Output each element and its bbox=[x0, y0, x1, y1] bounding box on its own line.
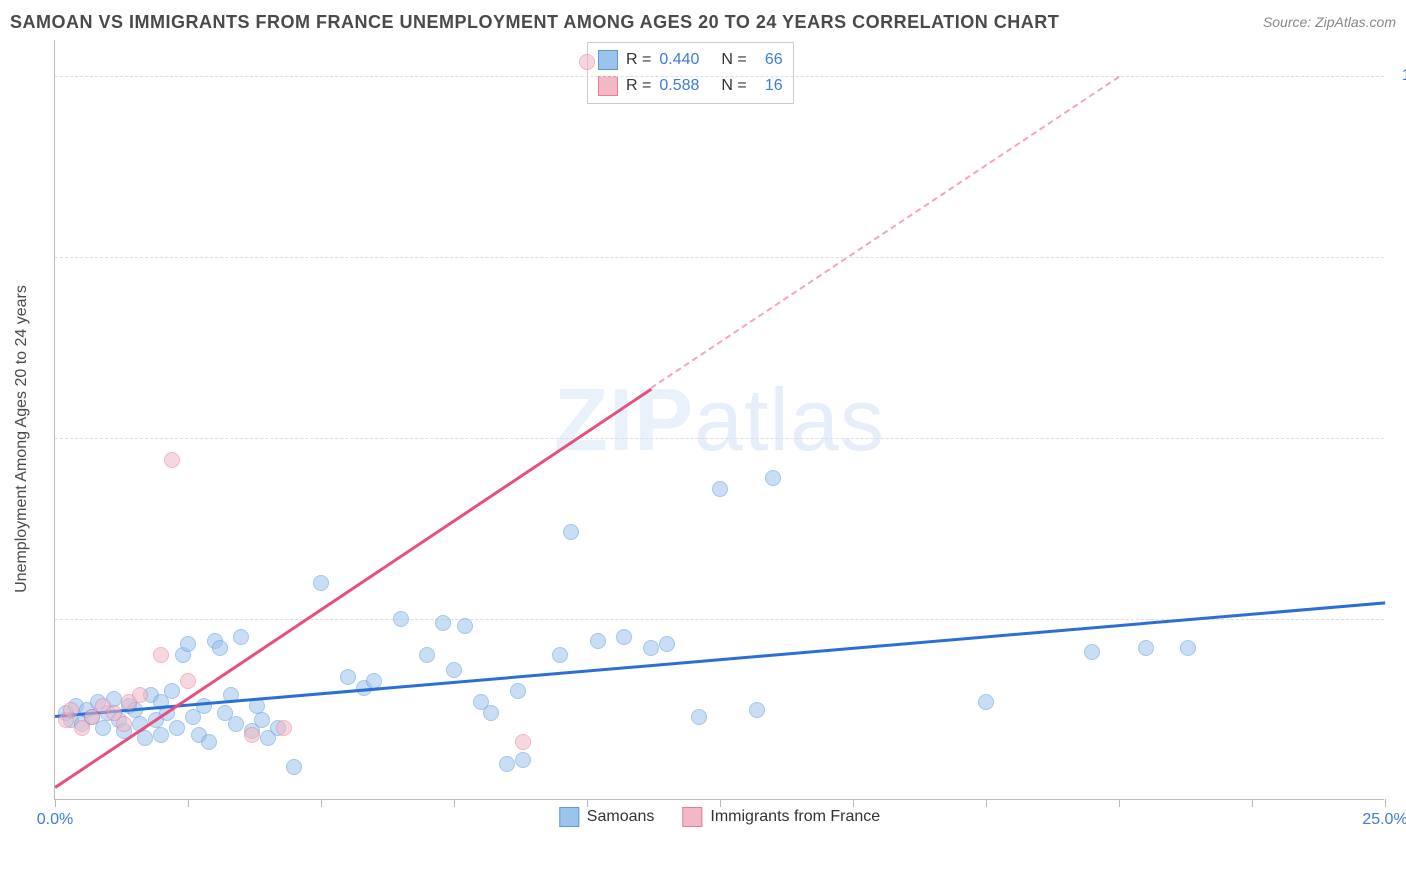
chart-area: Unemployment Among Ages 20 to 24 years Z… bbox=[40, 40, 1390, 820]
watermark-atlas: atlas bbox=[694, 370, 885, 469]
scatter-point bbox=[393, 611, 409, 627]
scatter-point bbox=[579, 54, 595, 70]
scatter-point bbox=[180, 636, 196, 652]
scatter-point bbox=[132, 687, 148, 703]
scatter-point bbox=[457, 618, 473, 634]
legend-swatch bbox=[598, 50, 618, 70]
legend-row: R = 0.440 N = 66 bbox=[598, 47, 783, 73]
series-legend: Samoans Immigrants from France bbox=[559, 807, 880, 827]
scatter-point bbox=[435, 615, 451, 631]
x-tick bbox=[986, 799, 987, 807]
scatter-point bbox=[978, 694, 994, 710]
scatter-point bbox=[499, 756, 515, 772]
legend-swatch bbox=[682, 807, 702, 827]
scatter-point bbox=[1084, 644, 1100, 660]
legend-swatch bbox=[559, 807, 579, 827]
legend-R-value: 0.588 bbox=[659, 77, 713, 95]
scatter-point bbox=[233, 629, 249, 645]
scatter-point bbox=[153, 727, 169, 743]
legend-swatch bbox=[598, 76, 618, 96]
scatter-point bbox=[164, 683, 180, 699]
scatter-point bbox=[590, 633, 606, 649]
scatter-point bbox=[201, 734, 217, 750]
x-tick-label: 25.0% bbox=[1362, 811, 1406, 829]
scatter-point bbox=[1180, 640, 1196, 656]
legend-R-value: 0.440 bbox=[659, 51, 713, 69]
scatter-point bbox=[515, 752, 531, 768]
correlation-legend: R = 0.440 N = 66 R = 0.588 N = 16 bbox=[587, 42, 794, 104]
trend-line bbox=[54, 388, 651, 788]
scatter-point bbox=[276, 720, 292, 736]
x-tick bbox=[1119, 799, 1120, 807]
scatter-point bbox=[515, 734, 531, 750]
x-tick-label: 0.0% bbox=[37, 811, 73, 829]
scatter-point bbox=[180, 673, 196, 689]
scatter-plot: ZIPatlas R =0.440N =66R =0.588N =16 Samo… bbox=[54, 40, 1384, 800]
scatter-point bbox=[765, 470, 781, 486]
scatter-point bbox=[340, 669, 356, 685]
x-tick bbox=[1252, 799, 1253, 807]
scatter-point bbox=[691, 709, 707, 725]
scatter-point bbox=[244, 727, 260, 743]
scatter-point bbox=[749, 702, 765, 718]
scatter-point bbox=[712, 481, 728, 497]
legend-item: Samoans bbox=[559, 807, 655, 827]
title-bar: SAMOAN VS IMMIGRANTS FROM FRANCE UNEMPLO… bbox=[10, 8, 1396, 36]
x-tick bbox=[1385, 799, 1386, 807]
scatter-point bbox=[552, 647, 568, 663]
legend-N-value: 66 bbox=[755, 51, 783, 69]
scatter-point bbox=[419, 647, 435, 663]
scatter-point bbox=[169, 720, 185, 736]
gridline bbox=[55, 257, 1384, 258]
scatter-point bbox=[286, 759, 302, 775]
scatter-point bbox=[510, 683, 526, 699]
scatter-point bbox=[643, 640, 659, 656]
scatter-point bbox=[446, 662, 462, 678]
trend-line-dashed bbox=[650, 76, 1119, 389]
scatter-point bbox=[116, 716, 132, 732]
chart-title: SAMOAN VS IMMIGRANTS FROM FRANCE UNEMPLO… bbox=[10, 12, 1059, 33]
x-tick bbox=[188, 799, 189, 807]
legend-N-value: 16 bbox=[755, 77, 783, 95]
scatter-point bbox=[366, 673, 382, 689]
legend-N-label: N = bbox=[721, 51, 746, 69]
x-tick bbox=[587, 799, 588, 807]
scatter-point bbox=[153, 647, 169, 663]
gridline bbox=[55, 76, 1384, 77]
x-tick bbox=[55, 799, 56, 807]
legend-item: Immigrants from France bbox=[682, 807, 880, 827]
scatter-point bbox=[254, 712, 270, 728]
x-tick bbox=[321, 799, 322, 807]
legend-R-label: R = bbox=[626, 77, 651, 95]
x-tick bbox=[853, 799, 854, 807]
legend-N-label: N = bbox=[721, 77, 746, 95]
watermark-zip: ZIP bbox=[554, 370, 694, 469]
y-tick-label: 100.0% bbox=[1402, 67, 1406, 85]
scatter-point bbox=[1138, 640, 1154, 656]
x-tick bbox=[720, 799, 721, 807]
scatter-point bbox=[196, 698, 212, 714]
x-tick bbox=[454, 799, 455, 807]
legend-R-label: R = bbox=[626, 51, 651, 69]
scatter-point bbox=[212, 640, 228, 656]
scatter-point bbox=[659, 636, 675, 652]
scatter-point bbox=[616, 629, 632, 645]
scatter-point bbox=[563, 524, 579, 540]
scatter-point bbox=[483, 705, 499, 721]
scatter-point bbox=[63, 702, 79, 718]
scatter-point bbox=[228, 716, 244, 732]
gridline bbox=[55, 438, 1384, 439]
scatter-point bbox=[137, 730, 153, 746]
source-label: Source: ZipAtlas.com bbox=[1263, 14, 1396, 30]
scatter-point bbox=[313, 575, 329, 591]
y-axis-label: Unemployment Among Ages 20 to 24 years bbox=[13, 285, 31, 593]
legend-label: Samoans bbox=[587, 808, 655, 826]
scatter-point bbox=[164, 452, 180, 468]
legend-label: Immigrants from France bbox=[710, 808, 880, 826]
